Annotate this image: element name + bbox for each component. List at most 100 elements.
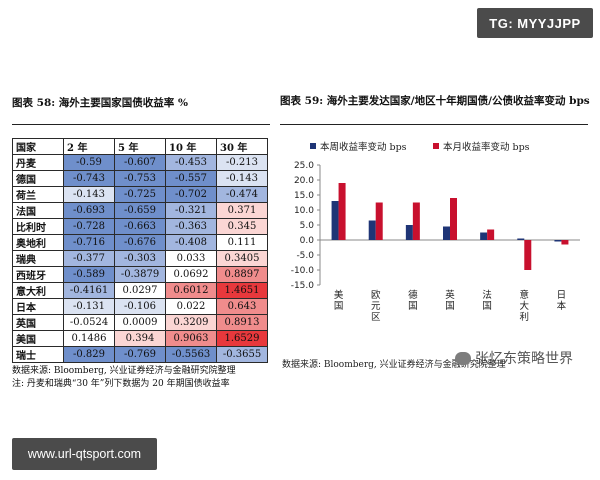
- country-cell: 美国: [12, 330, 64, 347]
- x-tick-label-char: 欧: [371, 289, 381, 301]
- yield-cell: -0.3879: [114, 266, 166, 283]
- yield-cell: 0.643: [216, 298, 268, 315]
- header-country: 国家: [12, 138, 64, 155]
- y-tick-label: 25.0: [294, 161, 314, 171]
- country-cell: 荷兰: [12, 186, 64, 203]
- title-rule: [280, 124, 588, 125]
- yield-cell: 0.8913: [216, 314, 268, 331]
- x-tick-label-char: 元: [371, 301, 381, 312]
- yield-cell: -0.453: [165, 154, 217, 171]
- table-row: 西班牙 -0.589 -0.3879 0.0692 0.8897: [12, 266, 268, 283]
- table-row: 英国 -0.0524 0.0009 0.3209 0.8913: [12, 314, 268, 331]
- x-tick-label-char: 国: [334, 301, 344, 312]
- x-tick-label-char: 大: [520, 300, 530, 312]
- yield-cell: -0.106: [114, 298, 166, 315]
- country-cell: 西班牙: [12, 266, 64, 283]
- yield-cell: -0.4161: [63, 282, 115, 299]
- source-note: 数据来源: Bloomberg, 兴业证券经济与金融研究院整理: [12, 366, 236, 376]
- bar: [517, 238, 525, 240]
- y-tick-label: -15.0: [291, 281, 315, 291]
- yield-cell: 1.4651: [216, 282, 268, 299]
- yield-cell: -0.676: [114, 234, 166, 251]
- yield-cell: -0.303: [114, 250, 166, 267]
- yield-cell: -0.716: [63, 234, 115, 251]
- yield-cell: -0.659: [114, 202, 166, 219]
- bar: [480, 232, 488, 240]
- title-rule: [12, 124, 270, 125]
- y-tick-label: -10.0: [291, 266, 315, 276]
- yield-cell: 0.0692: [165, 266, 217, 283]
- table-row: 法国 -0.693 -0.659 -0.321 0.371: [12, 202, 268, 219]
- yield-cell: 0.371: [216, 202, 268, 219]
- telegram-badge: TG: MYYJJPP: [477, 8, 593, 38]
- x-tick-label-char: 德: [408, 289, 418, 301]
- legend-swatch: [310, 143, 316, 149]
- table-row: 比利时 -0.728 -0.663 -0.363 0.345: [12, 218, 268, 235]
- header-5y: 5 年: [114, 138, 166, 155]
- yield-cell: -0.131: [63, 298, 115, 315]
- country-cell: 瑞典: [12, 250, 64, 267]
- country-cell: 比利时: [12, 218, 64, 235]
- bar: [561, 240, 569, 245]
- yield-cell: 0.0009: [114, 314, 166, 331]
- bar: [412, 202, 420, 240]
- bar: [405, 225, 413, 240]
- legend-swatch: [433, 143, 439, 149]
- header-30y: 30 年: [216, 138, 268, 155]
- yield-cell: 0.0297: [114, 282, 166, 299]
- table-row: 丹麦 -0.59 -0.607 -0.453 -0.213: [12, 154, 268, 171]
- table-row: 意大利 -0.4161 0.0297 0.6012 1.4651: [12, 282, 268, 299]
- yield-cell: -0.59: [63, 154, 115, 171]
- y-tick-label: 20.0: [294, 176, 314, 186]
- table-row: 荷兰 -0.143 -0.725 -0.702 -0.474: [12, 186, 268, 203]
- y-tick-label: 0.0: [300, 236, 315, 246]
- wechat-icon: [455, 351, 471, 365]
- yield-cell: 0.3405: [216, 250, 268, 267]
- country-cell: 意大利: [12, 282, 64, 299]
- country-cell: 英国: [12, 314, 64, 331]
- yield-cell: 0.394: [114, 330, 166, 347]
- table-row: 瑞士 -0.829 -0.769 -0.5563 -0.3655: [12, 346, 268, 363]
- footnote: 注: 丹麦和瑞典“30 年”列下数据为 20 年期国债收益率: [12, 379, 230, 389]
- bar: [554, 240, 562, 242]
- x-tick-label-char: 英: [445, 289, 455, 301]
- yield-cell: -0.663: [114, 218, 166, 235]
- watermark-text: 张忆东策略世界: [475, 351, 573, 367]
- right-figure-title: 图表 59: 海外主要发达国家/地区十年期国债/公债收益率变动 bps: [280, 95, 590, 107]
- bar: [487, 229, 495, 240]
- header-2y: 2 年: [63, 138, 115, 155]
- yield-cell: -0.143: [216, 170, 268, 187]
- yield-cell: -0.0524: [63, 314, 115, 331]
- yield-cell: 0.345: [216, 218, 268, 235]
- yield-cell: -0.321: [165, 202, 217, 219]
- x-tick-label-char: 区: [371, 312, 381, 323]
- yield-cell: -0.377: [63, 250, 115, 267]
- x-tick-label-char: 国: [445, 301, 455, 312]
- table-row: 瑞典 -0.377 -0.303 0.033 0.3405: [12, 250, 268, 267]
- yield-cell: -0.725: [114, 186, 166, 203]
- yield-cell: 0.6012: [165, 282, 217, 299]
- country-cell: 法国: [12, 202, 64, 219]
- yield-cell: -0.474: [216, 186, 268, 203]
- country-cell: 日本: [12, 298, 64, 315]
- legend-label: 本月收益率变动 bps: [443, 141, 530, 153]
- bar: [524, 240, 532, 270]
- url-badge[interactable]: www.url-qtsport.com: [12, 438, 157, 470]
- yield-cell: -0.769: [114, 346, 166, 363]
- yield-cell: 0.9063: [165, 330, 217, 347]
- bar: [450, 198, 457, 240]
- country-cell: 丹麦: [12, 154, 64, 171]
- yield-cell: -0.753: [114, 170, 166, 187]
- country-cell: 奥地利: [12, 234, 64, 251]
- x-tick-label-char: 国: [482, 301, 492, 312]
- x-tick-label-char: 意: [520, 289, 530, 301]
- yield-cell: -0.213: [216, 154, 268, 171]
- legend-label: 本周收益率变动 bps: [320, 141, 407, 153]
- table-row: 奥地利 -0.716 -0.676 -0.408 0.111: [12, 234, 268, 251]
- yield-table: 国家 2 年 5 年 10 年 30 年 丹麦 -0.59 -0.607 -0.453…: [12, 138, 268, 363]
- yield-cell: 0.111: [216, 234, 268, 251]
- table-row: 德国 -0.743 -0.753 -0.557 -0.143: [12, 170, 268, 187]
- table-row: 美国 0.1486 0.394 0.9063 1.6529: [12, 330, 268, 347]
- yield-cell: -0.143: [63, 186, 115, 203]
- x-tick-label-char: 法: [482, 289, 492, 301]
